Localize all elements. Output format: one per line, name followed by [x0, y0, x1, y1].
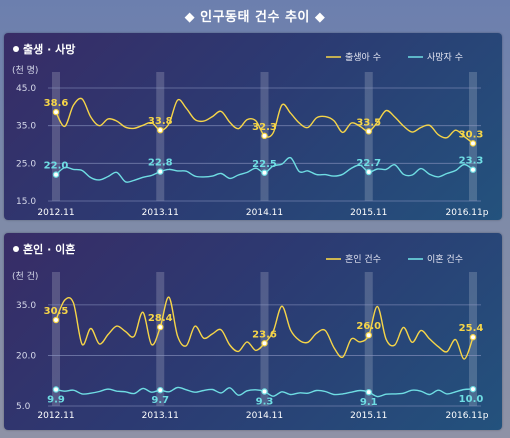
page-title: ◆ 인구동태 건수 추이 ◆: [184, 10, 326, 25]
marriage-divorce-chart: 혼인 · 이혼 (천 건) 35.0 20.0 5.0 2012.11 2013.11 201…: [12, 242, 489, 421]
data-point-marker: [157, 386, 164, 394]
x-tick-label: 2014.11: [246, 208, 283, 218]
highlight-band-0: [52, 72, 60, 201]
data-label: 22.7: [356, 158, 381, 169]
y-tick-label: 35.0: [16, 122, 36, 132]
data-label: 22.0: [44, 161, 69, 172]
x-tick-label: 2016.11p: [446, 411, 489, 421]
data-label: 22.8: [148, 158, 173, 169]
data-point-marker: [52, 316, 60, 324]
data-label: 30.5: [44, 306, 69, 317]
highlight-band-3: [364, 272, 373, 406]
data-point-marker: [365, 168, 372, 176]
data-point-marker: [52, 108, 60, 116]
data-label: 9.3: [256, 397, 274, 408]
data-point-marker: [365, 388, 372, 396]
highlight-band-2: [260, 272, 269, 406]
data-point-marker: [261, 169, 268, 176]
data-point-marker: [261, 340, 268, 347]
data-point-marker: [157, 168, 164, 175]
legend-label: 이혼 건수: [427, 253, 463, 265]
data-point-marker: [469, 385, 477, 393]
x-tick-label: 2012.11: [37, 208, 74, 218]
x-tick-label: 2013.11: [142, 208, 179, 218]
data-point-marker: [469, 166, 477, 173]
x-tick-label: 2015.11: [350, 208, 387, 218]
y-tick-label: 35.0: [16, 301, 36, 311]
y-tick-label: 25.0: [16, 159, 36, 169]
data-label: 10.0: [459, 394, 484, 405]
data-label: 32.3: [252, 122, 277, 133]
data-label: 9.1: [360, 397, 378, 408]
legend-label: 사망자 수: [427, 52, 463, 63]
highlight-band-0: [52, 272, 60, 406]
y-tick-label: 15.0: [16, 197, 36, 207]
data-label: 38.6: [44, 98, 69, 109]
x-tick-label: 2016.11p: [446, 208, 489, 218]
chart-title: 출생 · 사망: [23, 42, 75, 56]
chart-title: 혼인 · 이혼: [23, 242, 75, 256]
x-tick-label: 2015.11: [350, 411, 387, 421]
marriage-divorce-chart-panel: 혼인 · 이혼 (천 건) 35.0 20.0 5.0 2012.11 2013.11 201…: [4, 233, 502, 430]
data-point-marker: [157, 323, 164, 331]
y-axis-label: (천 건): [12, 271, 38, 282]
data-point-marker: [261, 388, 268, 395]
highlight-band-1: [156, 72, 165, 201]
data-label: 30.3: [459, 129, 484, 140]
data-point-marker: [365, 331, 372, 339]
data-label: 33.8: [148, 116, 173, 127]
title-bullet-icon: [13, 46, 19, 52]
highlight-band-4: [469, 72, 477, 201]
data-label: 26.0: [356, 321, 381, 332]
highlight-band-3: [364, 72, 373, 201]
data-point-marker: [52, 171, 60, 178]
legend-label: 혼인 건수: [345, 253, 381, 265]
data-point-marker: [52, 386, 60, 393]
data-label: 28.4: [148, 313, 173, 324]
data-point-marker: [365, 128, 372, 135]
birth-death-chart-panel: 출생 · 사망 (천 명) 45.0 35.0 25.0 15.0 2012.11 2013.…: [4, 33, 502, 220]
data-label: 25.4: [459, 323, 484, 334]
data-label: 23.3: [459, 156, 484, 167]
highlight-band-1: [156, 272, 165, 406]
y-tick-label: 5.0: [16, 402, 31, 412]
y-tick-label: 45.0: [16, 84, 36, 94]
x-tick-label: 2013.11: [142, 411, 179, 421]
title-bullet-icon: [13, 246, 19, 252]
data-label: 23.6: [252, 329, 277, 340]
data-point-marker: [469, 334, 477, 341]
data-point-marker: [261, 132, 268, 140]
data-label: 9.9: [47, 394, 65, 405]
y-tick-label: 20.0: [16, 351, 36, 361]
data-label: 9.7: [151, 395, 169, 406]
legend-label: 출생아 수: [345, 52, 381, 63]
data-label: 22.5: [252, 159, 277, 170]
y-axis-label: (천 명): [12, 65, 38, 76]
data-point-marker: [157, 126, 164, 134]
data-label: 33.5: [356, 117, 381, 128]
x-tick-label: 2012.11: [37, 411, 74, 421]
data-point-marker: [469, 140, 477, 147]
x-tick-label: 2014.11: [246, 411, 283, 421]
